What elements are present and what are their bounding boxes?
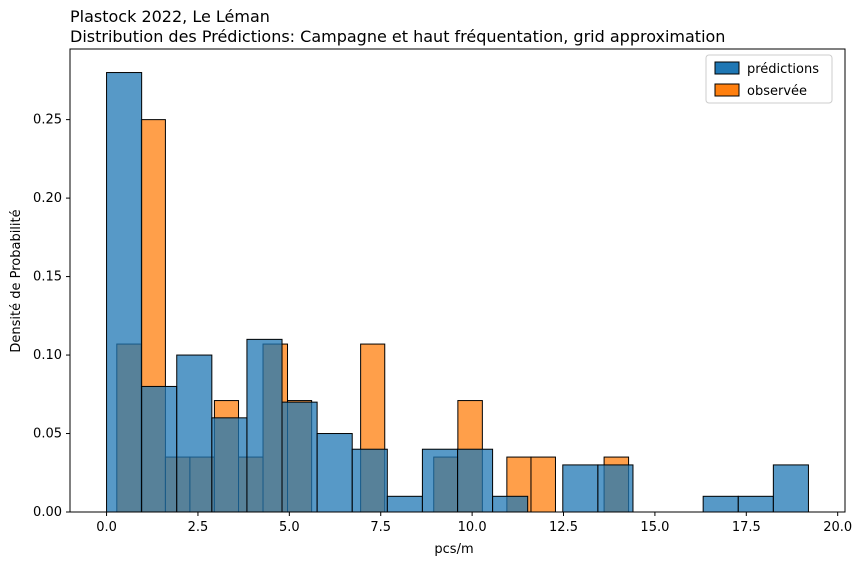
prediction-bar-2	[176, 354, 213, 513]
x-axis-label: pcs/m	[434, 542, 473, 557]
prediction-bar-13	[562, 464, 599, 513]
y-tick-label: 0.00	[33, 505, 62, 520]
prediction-bar-10	[457, 448, 494, 513]
x-tick-label: 17.5	[732, 520, 761, 535]
plot-bars	[106, 72, 809, 513]
x-tick-label: 5.0	[279, 520, 300, 535]
x-tick-label: 7.5	[370, 520, 391, 535]
x-axis: 0.0 2.5 5.0 7.5 10.0 12.5 15.0 17.5 20.0	[96, 512, 852, 535]
prediction-bar-11	[492, 495, 529, 513]
legend-swatch-predictions	[714, 61, 740, 75]
prediction-bar-19	[772, 464, 809, 513]
x-tick-label: 0.0	[96, 520, 117, 535]
prediction-bar-5	[281, 401, 318, 513]
prediction-bar-6	[316, 433, 353, 513]
prediction-bar-1	[141, 385, 178, 513]
legend-label-predictions: prédictions	[747, 62, 819, 77]
y-axis: 0.00 0.05 0.10 0.15 0.20 0.25	[33, 113, 70, 520]
series-predictions	[106, 72, 809, 513]
chart-subtitle: Distribution des Prédictions: Campagne e…	[70, 27, 725, 46]
legend-label-observed: observée	[747, 84, 807, 99]
prediction-bar-14	[597, 464, 634, 513]
x-tick-label: 15.0	[640, 520, 669, 535]
x-tick-label: 2.5	[188, 520, 209, 535]
y-tick-label: 0.10	[33, 348, 62, 363]
prediction-bar-8	[386, 495, 423, 513]
y-axis-label: Densité de Probabilité	[9, 209, 24, 352]
prediction-bar-3	[211, 417, 248, 513]
prediction-bar-18	[737, 495, 774, 513]
y-tick-label: 0.20	[33, 191, 62, 206]
y-tick-label: 0.25	[33, 113, 62, 128]
x-tick-label: 12.5	[549, 520, 578, 535]
x-tick-label: 10.0	[458, 520, 487, 535]
y-tick-label: 0.15	[33, 270, 62, 285]
legend-swatch-observed	[714, 83, 740, 97]
legend: prédictions observée	[705, 54, 833, 104]
prediction-bar-17	[702, 495, 739, 513]
prediction-bar-0	[106, 72, 143, 513]
y-tick-label: 0.05	[33, 427, 62, 442]
plot-frame	[69, 48, 846, 513]
chart-title: Plastock 2022, Le Léman	[70, 7, 270, 26]
prediction-bar-7	[351, 448, 388, 513]
x-tick-label: 20.0	[823, 520, 852, 535]
prediction-bar-9	[421, 448, 459, 513]
observed-bar-17	[530, 456, 556, 513]
prediction-bar-4	[246, 338, 283, 513]
